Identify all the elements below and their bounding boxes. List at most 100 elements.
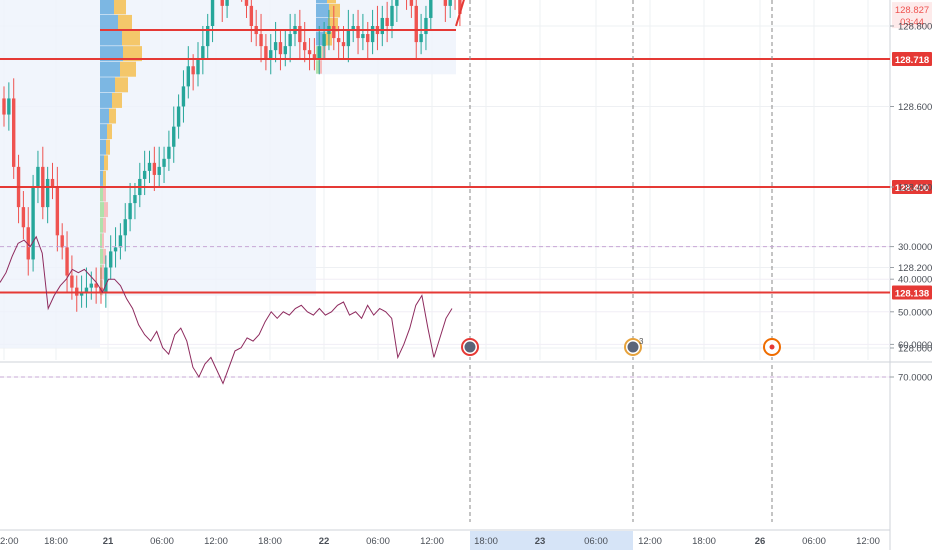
- vp-2-down: [328, 17, 338, 32]
- candle-body: [225, 0, 229, 6]
- candle-body: [351, 26, 355, 31]
- event-badge: 3: [639, 337, 644, 346]
- price-tick-label: 128.600: [898, 102, 932, 113]
- vp-1-up: [100, 92, 112, 108]
- candle-body: [307, 50, 312, 55]
- candle-body: [26, 227, 30, 260]
- candle-body: [181, 86, 186, 107]
- price-tick-label: 128.400: [898, 183, 932, 194]
- vp-2-down: [319, 60, 322, 74]
- candle-body: [94, 283, 98, 288]
- vp-1-down: [120, 61, 136, 77]
- candle-body: [104, 267, 108, 292]
- price-tick-label: 128.000: [898, 344, 932, 355]
- candle-body: [50, 178, 55, 187]
- event-marker-inner: [464, 341, 476, 353]
- candle-body: [84, 287, 89, 292]
- vp-1-down: [104, 202, 108, 218]
- vp-1-up: [100, 77, 115, 93]
- vp-1-up: [100, 61, 120, 77]
- arrow-1-shaft: [455, 0, 465, 27]
- vp-1-up: [100, 30, 122, 46]
- vp-1-down: [118, 14, 132, 30]
- last-price-countdown: 03:44: [900, 17, 924, 28]
- candle-body: [341, 42, 346, 47]
- rsi-tick-label: 50.0000: [898, 307, 932, 318]
- rsi-pane-bg: [0, 365, 890, 522]
- candle-body: [162, 158, 166, 167]
- vp-1-down: [103, 186, 106, 202]
- session-box-1: [0, 0, 100, 349]
- time-axis: 2:00 18:00 21 06:00 12:00 18:00 22 06:00 12:00 18…: [0, 529, 890, 550]
- candle-body: [443, 0, 448, 6]
- time-tick-label: 06:00: [584, 536, 608, 547]
- vp-1-down: [107, 124, 112, 140]
- candle-body: [356, 26, 360, 39]
- last-price-bg: [892, 2, 932, 29]
- candle-body: [419, 34, 423, 43]
- event-marker-dot: [769, 344, 775, 350]
- candle-body: [147, 162, 152, 171]
- vp-1-down: [102, 280, 103, 296]
- level-label-bg: [892, 180, 932, 194]
- vp-1-up: [100, 248, 103, 264]
- vp-1-down: [106, 139, 110, 155]
- vp-1-up: [100, 155, 104, 171]
- candle-body: [429, 0, 433, 18]
- candle-body: [220, 0, 224, 6]
- candle-body: [380, 17, 384, 35]
- vp-1-down: [102, 264, 104, 280]
- vp-1-up: [100, 217, 103, 233]
- candle-body: [458, 0, 462, 14]
- vp-1-up: [100, 139, 106, 155]
- time-tick-label: 06:00: [366, 536, 390, 547]
- time-tick-label: 06:00: [150, 536, 174, 547]
- vp-2-down: [327, 0, 336, 4]
- candle-body: [206, 26, 210, 47]
- candle-body: [191, 66, 195, 75]
- time-tick-label: 21: [103, 536, 114, 547]
- candle-body: [21, 207, 26, 228]
- time-tick-label: 12:00: [420, 536, 444, 547]
- candle-body: [70, 275, 74, 288]
- candle-body: [244, 0, 249, 6]
- time-tick-label: 12:00: [856, 536, 880, 547]
- time-tick-label: 12:00: [638, 536, 662, 547]
- candle-body: [186, 66, 190, 87]
- candle-body: [283, 46, 287, 55]
- candle-body: [249, 5, 254, 26]
- horizontal-levels[interactable]: 129.224129.056128.718128.400128.138128.8…: [0, 0, 932, 300]
- candle-body: [448, 0, 452, 6]
- level-label: 128.718: [895, 55, 929, 66]
- vp-1-up: [100, 202, 104, 218]
- level-label-bg: [892, 52, 932, 67]
- vp-1-down: [103, 170, 106, 186]
- vp-1-up: [100, 14, 118, 30]
- candle-body: [152, 162, 157, 175]
- candle-body: [259, 34, 263, 47]
- candle-body: [288, 34, 292, 47]
- candle-body: [196, 58, 200, 75]
- vp-2-up: [316, 32, 325, 46]
- level-label: 128.400: [895, 183, 929, 194]
- time-tick-label: 2:00: [0, 536, 19, 547]
- vp-2-up: [316, 3, 329, 18]
- vp-1-up: [100, 170, 103, 186]
- time-tick-label: 26: [755, 536, 766, 547]
- rsi-line: [0, 235, 453, 385]
- vp-1-up: [100, 46, 123, 62]
- candle-body: [128, 203, 132, 220]
- candle-body: [157, 166, 161, 175]
- price-tick-label: 128.800: [898, 22, 932, 33]
- vp-1-down: [102, 233, 104, 249]
- vp-1-down: [109, 108, 116, 124]
- candle-body: [89, 283, 93, 288]
- vp-2-down: [329, 3, 340, 18]
- candle-body: [346, 30, 351, 47]
- candle-body: [167, 146, 171, 159]
- time-tick-label: 18:00: [474, 536, 498, 547]
- vp-2-up: [316, 0, 327, 4]
- rsi-tick-label: 60.0000: [898, 340, 932, 351]
- time-tick-label: 12:00: [204, 536, 228, 547]
